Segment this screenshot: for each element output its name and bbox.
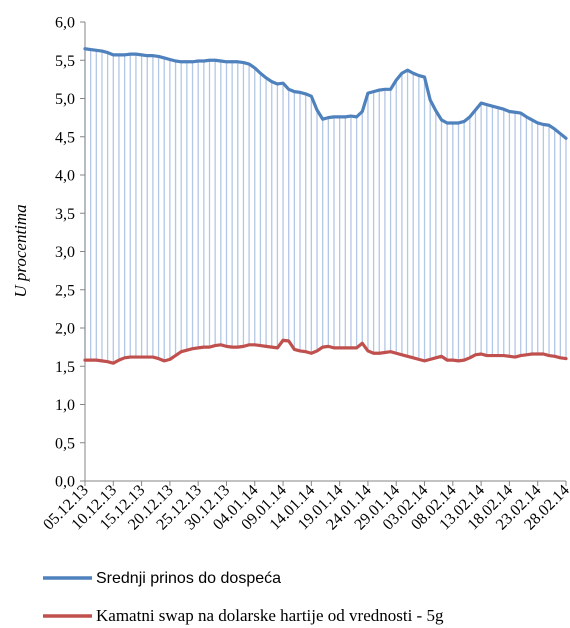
y-tick-label: 4,0 bbox=[55, 168, 75, 185]
y-tick-label: 5,0 bbox=[55, 91, 75, 108]
x-tick-labels: 05.12.1310.12.1315.12.1320.12.1325.12.13… bbox=[40, 482, 570, 534]
series-group bbox=[83, 47, 568, 365]
y-tick-label: 4,5 bbox=[55, 129, 75, 146]
y-tick-label: 3,5 bbox=[55, 206, 75, 223]
y-tick-label: 1,5 bbox=[55, 359, 75, 376]
legend-label-swap: Kamatni swap na dolarske hartije od vred… bbox=[96, 606, 444, 625]
y-tick-labels: 0,0 0,5 1,0 1,5 2,0 2,5 3,0 3,5 4,0 4,5 5,0 5,5 6,0 bbox=[55, 15, 75, 491]
y-tick-label: 3,0 bbox=[55, 244, 75, 261]
series-line-swap bbox=[83, 338, 568, 365]
y-tick-label: 2,0 bbox=[55, 321, 75, 338]
y-tick-label: 0,0 bbox=[55, 474, 75, 491]
y-tick-label: 2,5 bbox=[55, 282, 75, 299]
y-tick-label: 6,0 bbox=[55, 15, 75, 32]
y-axis-label: U procentima bbox=[11, 204, 30, 297]
series-line-yield bbox=[83, 47, 568, 140]
y-tick-label: 1,0 bbox=[55, 397, 75, 414]
y-tick-label: 5,5 bbox=[55, 53, 75, 70]
legend: Srednji prinos do dospeća Kamatni swap n… bbox=[43, 570, 444, 625]
y-tick-label: 0,5 bbox=[55, 435, 75, 452]
drop-lines bbox=[84, 48, 567, 364]
axes bbox=[80, 21, 567, 486]
legend-label-yield: Srednji prinos do dospeća bbox=[96, 570, 281, 587]
